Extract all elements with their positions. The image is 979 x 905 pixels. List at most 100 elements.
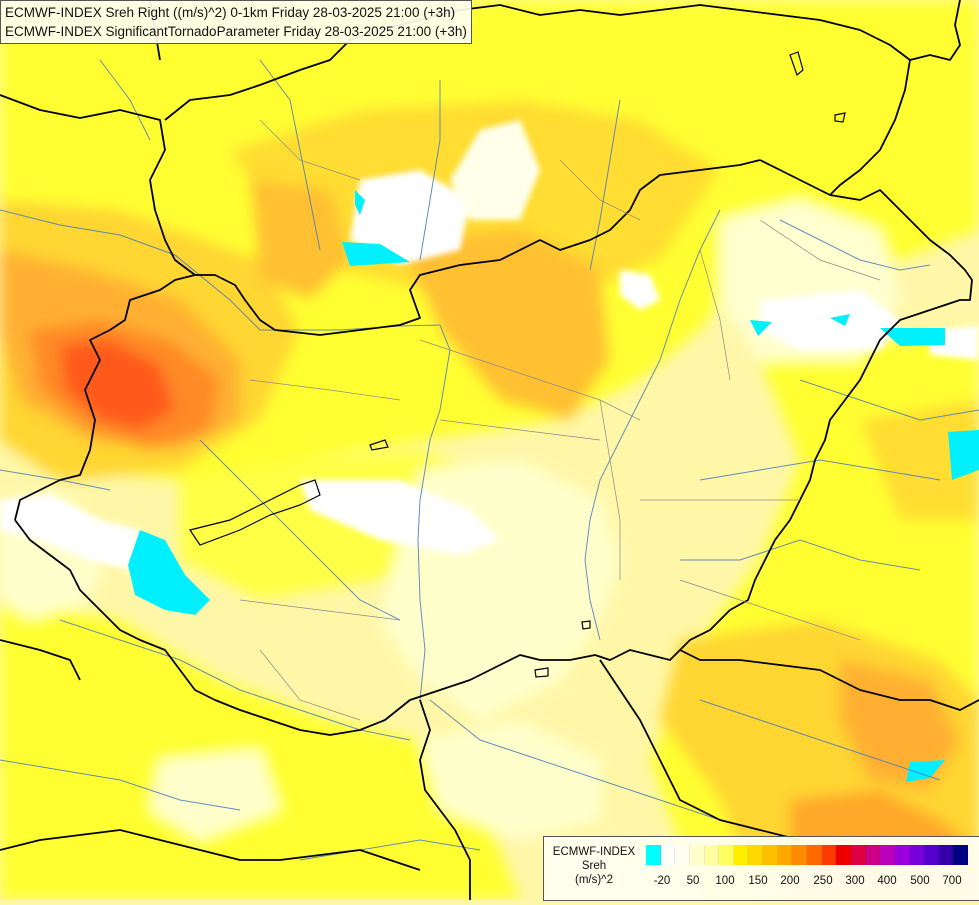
lake-small-4: [534, 667, 549, 678]
legend-swatch: [763, 845, 778, 865]
field-redorange-west: [60, 340, 175, 430]
region-line-4: [249, 379, 401, 401]
legend-tick-label: 250: [813, 875, 833, 887]
field-white-north-2: [450, 120, 540, 220]
region-line-3: [439, 419, 601, 441]
legend-swatch: [777, 845, 793, 865]
legend-tick-label: 400: [877, 875, 897, 887]
legend-tick-label: 200: [780, 875, 800, 887]
border-serbia-west: [419, 699, 471, 900]
river-east-2: [699, 459, 941, 481]
cyan-area-far-east: [948, 430, 979, 480]
border-austria-hungary-west: [14, 274, 196, 521]
cyan-area-southeast: [906, 760, 945, 782]
legend-swatch: [719, 845, 734, 865]
sreh-white-cyan: [0, 120, 979, 570]
river-south-2: [299, 839, 481, 861]
region-line-11: [679, 579, 861, 641]
field-orange-center: [400, 230, 610, 420]
legend-swatch: [909, 845, 925, 865]
legend-label: ECMWF-INDEX Sreh (m/s)^2: [544, 845, 644, 887]
border-ukraine-north: [829, 59, 911, 196]
cyan-area-east-small: [750, 320, 772, 336]
border-ukraine-top: [909, 0, 961, 61]
legend-model: ECMWF-INDEX: [552, 846, 636, 858]
river-north-2: [419, 80, 441, 261]
river-east-1: [779, 219, 931, 271]
legend-swatch: [792, 845, 808, 865]
region-line-9: [559, 159, 641, 221]
field-white-north: [350, 170, 470, 265]
river-south-3: [699, 699, 941, 781]
field-white-east: [760, 290, 900, 350]
legend-swatch: [850, 845, 866, 865]
cyan-area-east: [880, 328, 945, 346]
legend-swatch: [821, 845, 837, 865]
cyan-area-north: [342, 242, 410, 266]
legend-swatch: [938, 845, 954, 865]
legend-swatch: [880, 845, 895, 865]
legend-color-bar: [646, 845, 969, 865]
lake-small-5: [581, 620, 591, 630]
region-line-2: [599, 399, 621, 580]
border-slovakia-hungary: [274, 159, 761, 336]
border-slovenia: [0, 639, 81, 681]
border-hungary-serbia-croatia: [14, 519, 596, 736]
map-title-line-1: ECMWF-INDEX Sreh Right ((m/s)^2) 0-1km F…: [5, 5, 456, 20]
legend-tick-label: 500: [910, 875, 930, 887]
legend-ticks: -20 50 100 150 200 250 300 400 500 700: [646, 875, 976, 891]
region-line-8: [259, 119, 361, 181]
region-line-10: [759, 219, 881, 281]
legend-swatch: [836, 845, 851, 865]
lake-small-1: [369, 439, 389, 451]
field-white-northeast: [620, 270, 660, 310]
legend-swatch: [924, 845, 939, 865]
rivers: [0, 59, 979, 861]
legend-swatch: [646, 845, 661, 865]
legend-tick-label: 150: [748, 875, 768, 887]
map-title-box: ECMWF-INDEX Sreh Right ((m/s)^2) 0-1km F…: [0, 0, 472, 44]
river-southwest-1: [0, 759, 241, 811]
border-croatia-bosnia: [0, 829, 421, 871]
legend-swatch: [733, 845, 749, 865]
river-center-west: [199, 439, 401, 621]
legend-param: Sreh: [581, 860, 607, 872]
field-pale-southwest-2: [150, 750, 280, 840]
legend-swatch: [865, 845, 881, 865]
legend-tick-label: 100: [715, 875, 735, 887]
legend-tick-label: -20: [653, 875, 671, 887]
legend-swatch: [748, 845, 764, 865]
river-north-4: [99, 59, 151, 141]
map-title-line-2: ECMWF-INDEX SignificantTornadoParameter …: [5, 24, 467, 39]
river-danube-bend: [417, 324, 451, 701]
lake-small-2: [789, 51, 804, 77]
legend-swatch: [660, 845, 676, 865]
border-serbia-romania: [679, 649, 979, 711]
river-east-4: [799, 379, 979, 421]
field-orange-northeast: [540, 140, 640, 200]
legend-swatch: [689, 845, 705, 865]
legend-unit: (m/s)^2: [575, 874, 613, 886]
field-gold-east: [860, 400, 979, 520]
river-north-3: [589, 99, 621, 271]
legend-swatch: [894, 845, 910, 865]
border-south-east: [599, 659, 801, 841]
field-white-center: [300, 480, 500, 555]
field-white-west: [0, 495, 140, 570]
border-czech-slovakia: [164, 39, 351, 121]
legend-swatch: [675, 845, 690, 865]
cyan-area-southwest: [128, 530, 210, 615]
river-north-1: [259, 59, 321, 251]
legend-swatch: [953, 845, 969, 865]
region-line-1: [419, 339, 641, 421]
lakes: [189, 51, 846, 678]
region-line-5: [239, 599, 401, 621]
cyan-area-north-2: [355, 190, 365, 215]
legend-swatch: [704, 845, 720, 865]
sreh-cyan: [128, 190, 979, 782]
river-east-3: [680, 539, 921, 571]
lake-small-3: [834, 112, 846, 123]
